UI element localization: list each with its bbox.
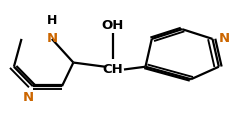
Text: CH: CH — [102, 63, 122, 76]
Text: OH: OH — [101, 18, 123, 32]
Text: N: N — [22, 91, 33, 104]
Text: N: N — [217, 32, 229, 45]
Text: H: H — [46, 14, 57, 27]
Text: N: N — [46, 32, 57, 45]
